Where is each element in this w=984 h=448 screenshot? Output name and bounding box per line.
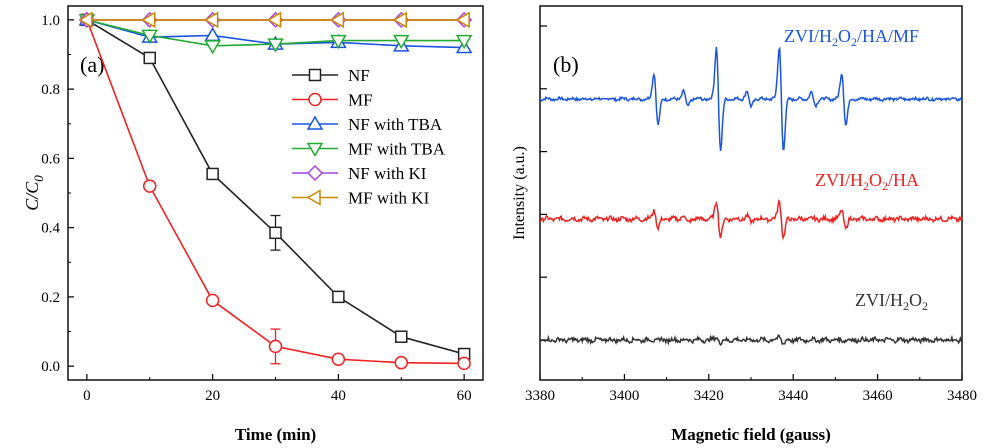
data-point-mf-with-tba: [392, 34, 410, 50]
y-tick-label-a: 0.8: [41, 82, 60, 98]
legend-marker-nf: [308, 68, 322, 82]
y-tick-label-a: 0.0: [41, 359, 60, 375]
x-axis-label-b: Magnetic field (gauss): [671, 425, 831, 444]
label-part: /HA: [888, 170, 919, 190]
label-part: O: [909, 290, 922, 310]
data-point-mf-with-ki: [455, 11, 470, 29]
data-point-nf: [143, 51, 156, 65]
data-point-mf-with-tba: [267, 38, 284, 53]
spectrum-line-zvi-h2o2-ha: [539, 198, 963, 241]
legend-marker-mf: [308, 92, 322, 107]
legend-a: NF MF NF with TBA MF with TBA NF with KI MF w…: [292, 66, 446, 208]
x-tick-label-b: 3420: [694, 388, 724, 404]
data-point-mf: [142, 179, 157, 193]
spectrum-zvi-h2o2-ha-mf: [539, 46, 963, 151]
label-part: ZVI/H: [855, 290, 903, 310]
series-mf-with-ki: [78, 11, 470, 29]
x-tick-label-a: 60: [457, 388, 472, 404]
label-part: O: [838, 26, 851, 46]
label-part: 2: [832, 35, 838, 49]
data-point-mf-with-ki: [204, 11, 219, 29]
data-point-nf-with-tba: [204, 26, 221, 42]
spectrum-zvi-h2o2: [539, 334, 963, 347]
x-tick-label-a: 40: [331, 388, 346, 404]
x-tick-label-b: 3440: [778, 388, 808, 404]
label-part: 2: [863, 179, 869, 193]
data-point-mf-with-ki: [329, 11, 345, 29]
series-mf: [80, 13, 471, 371]
data-point-mf: [205, 293, 220, 308]
spectrum-label-zvi-h2o2-ha: ZVI/H2O2/HA: [815, 170, 919, 193]
y-axis-label-sub: 0: [31, 175, 46, 182]
y-tick-label-a: 0.6: [41, 151, 60, 167]
legend-marker-nf-with-ki: [306, 164, 324, 182]
x-tick-label-a: 0: [83, 388, 91, 404]
legend-label-mf-with-tba: MF with TBA: [348, 140, 446, 159]
spectrum-line-zvi-h2o2: [539, 334, 963, 347]
label-part: ZVI/H: [784, 26, 832, 46]
spectrum-line-zvi-h2o2-ha-mf: [539, 46, 963, 151]
legend-label-mf-with-ki: MF with KI: [348, 189, 430, 208]
legend-marker-mf-with-tba: [306, 142, 324, 157]
y-axis-label-b: Intensity (a.u.): [511, 146, 528, 240]
data-point-mf: [331, 352, 346, 366]
x-axis-label-a: Time (min): [235, 425, 316, 444]
data-point-nf: [269, 226, 282, 240]
legend-label-mf: MF: [348, 91, 373, 110]
data-point-mf-with-ki: [141, 11, 156, 29]
data-point-mf-with-tba: [141, 29, 159, 44]
data-point-nf: [395, 330, 408, 343]
data-point-mf: [268, 339, 283, 354]
x-tick-label-b: 3480: [947, 388, 977, 404]
label-part: 2: [882, 179, 888, 193]
x-tick-label-a: 20: [205, 388, 220, 404]
x-tick-label-b: 3460: [863, 388, 893, 404]
label-part: /HA/MF: [857, 26, 919, 46]
label-part: 2: [922, 299, 928, 313]
panel-label-b: (b): [553, 52, 579, 77]
data-point-mf-with-tba: [204, 40, 221, 55]
data-point-mf: [457, 356, 471, 371]
data-point-mf: [394, 355, 409, 370]
y-axis-label-main: C/C: [22, 181, 42, 211]
y-axis-label-a: C/C0: [22, 175, 46, 211]
data-point-nf: [206, 167, 219, 181]
spectrum-label-zvi-h2o2-ha-mf: ZVI/H2O2/HA/MF: [784, 26, 919, 49]
x-tick-label-b: 3380: [525, 388, 555, 404]
data-point-mf-with-tba: [330, 34, 347, 50]
y-tick-label-a: 0.2: [41, 290, 60, 306]
series-nf: [80, 13, 471, 361]
label-part: 2: [851, 35, 857, 49]
panel-b: 3380 3400 3420 3440 3460 3480 Magnetic field (…: [511, 5, 977, 444]
data-point-mf-with-tba: [455, 34, 473, 50]
label-part: ZVI/H: [815, 170, 863, 190]
x-tick-label-b: 3400: [609, 388, 639, 404]
y-tick-label-a: 0.4: [41, 221, 60, 237]
y-tick-label-a: 1.0: [41, 13, 60, 29]
data-point-mf-with-ki: [267, 11, 282, 29]
label-part: O: [869, 170, 882, 190]
legend-marker-nf-with-tba: [306, 115, 324, 130]
legend-label-nf: NF: [348, 66, 370, 85]
plot-frame-b: [539, 5, 963, 381]
legend-marker-mf-with-ki: [306, 189, 321, 206]
spectrum-zvi-h2o2-ha: [539, 198, 963, 241]
data-point-mf-with-ki: [392, 11, 408, 29]
spectrum-label-zvi-h2o2: ZVI/H2O2: [855, 290, 928, 313]
legend-label-nf-with-ki: NF with KI: [348, 164, 427, 183]
data-point-mf-with-ki: [78, 11, 93, 29]
label-part: 2: [903, 299, 909, 313]
legend-label-nf-with-tba: NF with TBA: [348, 115, 443, 134]
data-point-nf: [332, 290, 345, 304]
